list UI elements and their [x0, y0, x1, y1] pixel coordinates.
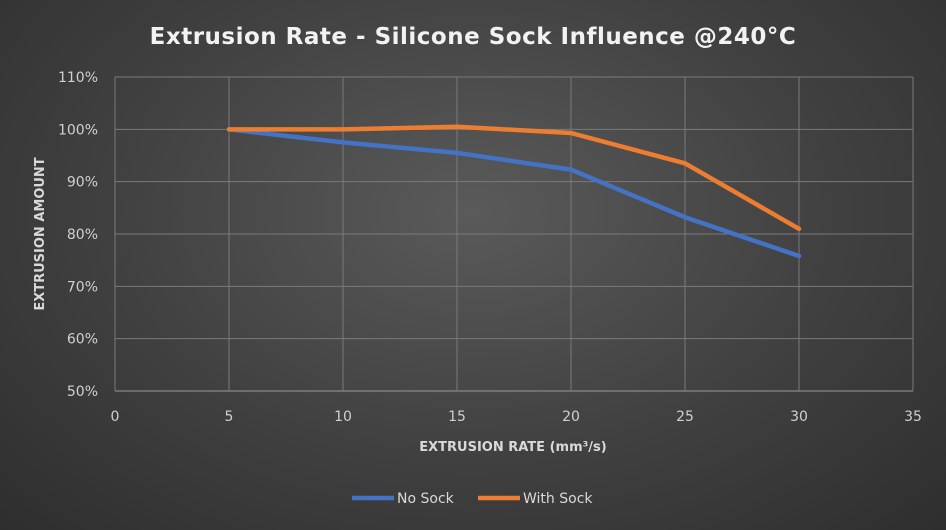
legend: No Sock With Sock	[352, 491, 593, 507]
y-tick-label: 110%	[58, 70, 98, 86]
x-tick-label: 0	[111, 409, 120, 425]
series-line-with-sock	[226, 124, 802, 232]
x-axis-label: EXTRUSION RATE (mm³/s)	[419, 440, 606, 455]
x-tick-label: 25	[676, 409, 694, 425]
series-lines	[226, 124, 802, 259]
x-tick-label: 35	[904, 409, 922, 425]
x-tick-label: 5	[225, 409, 234, 425]
chart-title: Extrusion Rate - Silicone Sock Influence…	[150, 24, 797, 50]
y-tick-label: 50%	[67, 384, 98, 400]
x-tick-label: 10	[334, 409, 352, 425]
y-tick-label: 60%	[67, 332, 98, 348]
legend-label: No Sock	[397, 491, 455, 507]
y-tick-label: 100%	[58, 122, 98, 138]
y-axis-label: EXTRUSION AMOUNT	[33, 157, 48, 310]
x-tick-label: 15	[448, 409, 466, 425]
gridlines	[114, 76, 914, 392]
x-tick-label: 30	[790, 409, 808, 425]
y-tick-label: 80%	[67, 227, 98, 243]
y-tick-label: 70%	[67, 279, 98, 295]
legend-label: With Sock	[523, 491, 593, 507]
y-axis-ticks: 50% 60% 70% 80% 90% 100% 110%	[58, 70, 98, 400]
x-axis-ticks: 0 5 10 15 20 25 30 35	[111, 409, 922, 425]
y-tick-label: 90%	[67, 175, 98, 191]
x-tick-label: 20	[562, 409, 580, 425]
series-line-no-sock	[226, 127, 802, 259]
